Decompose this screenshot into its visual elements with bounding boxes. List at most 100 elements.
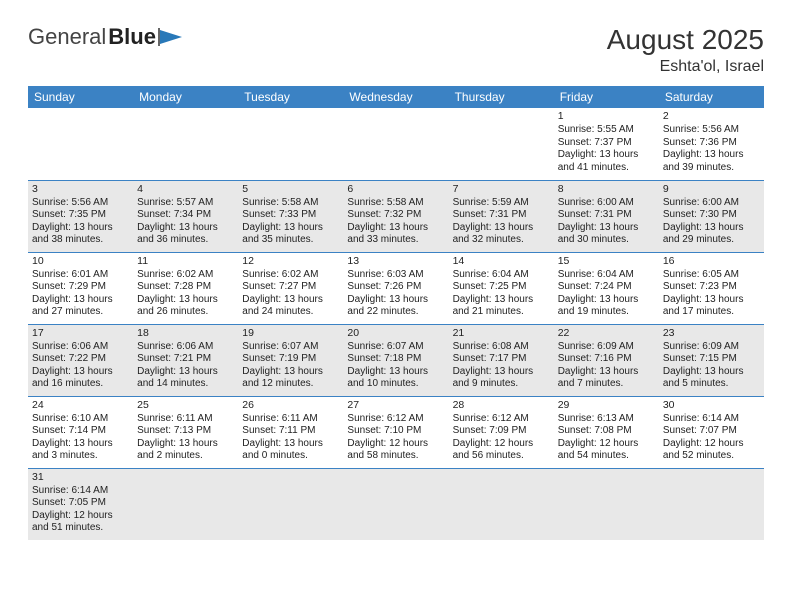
day-number: 12 <box>242 255 339 268</box>
sunrise-text: Sunrise: 6:14 AM <box>32 485 129 498</box>
dow-header: Saturday <box>659 86 764 108</box>
sunset-text: Sunset: 7:16 PM <box>558 353 655 366</box>
daylight-text: Daylight: 13 hours and 33 minutes. <box>347 222 444 247</box>
daylight-text: Daylight: 13 hours and 12 minutes. <box>242 366 339 391</box>
daylight-text: Daylight: 13 hours and 35 minutes. <box>242 222 339 247</box>
sunrise-text: Sunrise: 6:02 AM <box>242 269 339 282</box>
calendar-cell: 25Sunrise: 6:11 AMSunset: 7:13 PMDayligh… <box>133 396 238 468</box>
day-number: 8 <box>558 183 655 196</box>
sunrise-text: Sunrise: 5:56 AM <box>32 197 129 210</box>
day-number: 7 <box>453 183 550 196</box>
calendar-cell: 19Sunrise: 6:07 AMSunset: 7:19 PMDayligh… <box>238 324 343 396</box>
sunrise-text: Sunrise: 6:10 AM <box>32 413 129 426</box>
day-number: 21 <box>453 327 550 340</box>
day-number: 26 <box>242 399 339 412</box>
calendar-cell <box>28 108 133 180</box>
calendar-cell: 13Sunrise: 6:03 AMSunset: 7:26 PMDayligh… <box>343 252 448 324</box>
sunset-text: Sunset: 7:08 PM <box>558 425 655 438</box>
sunset-text: Sunset: 7:07 PM <box>663 425 760 438</box>
calendar-cell: 30Sunrise: 6:14 AMSunset: 7:07 PMDayligh… <box>659 396 764 468</box>
sunset-text: Sunset: 7:22 PM <box>32 353 129 366</box>
sunset-text: Sunset: 7:26 PM <box>347 281 444 294</box>
day-number: 2 <box>663 110 760 123</box>
calendar-cell: 10Sunrise: 6:01 AMSunset: 7:29 PMDayligh… <box>28 252 133 324</box>
sunset-text: Sunset: 7:17 PM <box>453 353 550 366</box>
calendar-cell: 31Sunrise: 6:14 AMSunset: 7:05 PMDayligh… <box>28 468 133 540</box>
daylight-text: Daylight: 12 hours and 51 minutes. <box>32 510 129 535</box>
sunset-text: Sunset: 7:13 PM <box>137 425 234 438</box>
daylight-text: Daylight: 13 hours and 36 minutes. <box>137 222 234 247</box>
sunrise-text: Sunrise: 6:12 AM <box>453 413 550 426</box>
sunset-text: Sunset: 7:34 PM <box>137 209 234 222</box>
daylight-text: Daylight: 13 hours and 41 minutes. <box>558 149 655 174</box>
day-number: 15 <box>558 255 655 268</box>
sunrise-text: Sunrise: 6:05 AM <box>663 269 760 282</box>
sunset-text: Sunset: 7:35 PM <box>32 209 129 222</box>
sunset-text: Sunset: 7:10 PM <box>347 425 444 438</box>
daylight-text: Daylight: 12 hours and 54 minutes. <box>558 438 655 463</box>
sunrise-text: Sunrise: 6:01 AM <box>32 269 129 282</box>
daylight-text: Daylight: 13 hours and 14 minutes. <box>137 366 234 391</box>
dow-header: Wednesday <box>343 86 448 108</box>
sunset-text: Sunset: 7:27 PM <box>242 281 339 294</box>
calendar-cell: 11Sunrise: 6:02 AMSunset: 7:28 PMDayligh… <box>133 252 238 324</box>
sunrise-text: Sunrise: 6:02 AM <box>137 269 234 282</box>
daylight-text: Daylight: 13 hours and 16 minutes. <box>32 366 129 391</box>
calendar-cell: 23Sunrise: 6:09 AMSunset: 7:15 PMDayligh… <box>659 324 764 396</box>
day-number: 20 <box>347 327 444 340</box>
day-number: 25 <box>137 399 234 412</box>
calendar-table: SundayMondayTuesdayWednesdayThursdayFrid… <box>28 86 764 540</box>
dow-header: Sunday <box>28 86 133 108</box>
calendar-cell <box>238 468 343 540</box>
sunset-text: Sunset: 7:32 PM <box>347 209 444 222</box>
daylight-text: Daylight: 13 hours and 27 minutes. <box>32 294 129 319</box>
calendar-cell: 5Sunrise: 5:58 AMSunset: 7:33 PMDaylight… <box>238 180 343 252</box>
sunrise-text: Sunrise: 6:11 AM <box>242 413 339 426</box>
sunrise-text: Sunrise: 6:04 AM <box>558 269 655 282</box>
dow-header: Friday <box>554 86 659 108</box>
day-number: 29 <box>558 399 655 412</box>
sunset-text: Sunset: 7:30 PM <box>663 209 760 222</box>
day-number: 22 <box>558 327 655 340</box>
day-number: 4 <box>137 183 234 196</box>
sunset-text: Sunset: 7:05 PM <box>32 497 129 510</box>
sunrise-text: Sunrise: 6:13 AM <box>558 413 655 426</box>
calendar-cell <box>449 108 554 180</box>
day-number: 24 <box>32 399 129 412</box>
calendar-cell: 7Sunrise: 5:59 AMSunset: 7:31 PMDaylight… <box>449 180 554 252</box>
logo: GeneralBlue <box>28 24 186 50</box>
daylight-text: Daylight: 13 hours and 19 minutes. <box>558 294 655 319</box>
logo-flag-icon <box>158 28 186 46</box>
sunset-text: Sunset: 7:18 PM <box>347 353 444 366</box>
sunrise-text: Sunrise: 5:57 AM <box>137 197 234 210</box>
daylight-text: Daylight: 13 hours and 24 minutes. <box>242 294 339 319</box>
sunrise-text: Sunrise: 6:12 AM <box>347 413 444 426</box>
day-number: 5 <box>242 183 339 196</box>
sunset-text: Sunset: 7:09 PM <box>453 425 550 438</box>
daylight-text: Daylight: 13 hours and 0 minutes. <box>242 438 339 463</box>
daylight-text: Daylight: 13 hours and 39 minutes. <box>663 149 760 174</box>
calendar-cell <box>133 468 238 540</box>
calendar-cell: 29Sunrise: 6:13 AMSunset: 7:08 PMDayligh… <box>554 396 659 468</box>
daylight-text: Daylight: 13 hours and 26 minutes. <box>137 294 234 319</box>
calendar-cell: 24Sunrise: 6:10 AMSunset: 7:14 PMDayligh… <box>28 396 133 468</box>
sunrise-text: Sunrise: 5:55 AM <box>558 124 655 137</box>
sunrise-text: Sunrise: 6:09 AM <box>663 341 760 354</box>
day-number: 18 <box>137 327 234 340</box>
day-number: 19 <box>242 327 339 340</box>
calendar-cell <box>343 108 448 180</box>
day-number: 30 <box>663 399 760 412</box>
sunset-text: Sunset: 7:37 PM <box>558 137 655 150</box>
sunrise-text: Sunrise: 5:59 AM <box>453 197 550 210</box>
daylight-text: Daylight: 13 hours and 2 minutes. <box>137 438 234 463</box>
calendar-cell <box>659 468 764 540</box>
sunset-text: Sunset: 7:36 PM <box>663 137 760 150</box>
sunset-text: Sunset: 7:24 PM <box>558 281 655 294</box>
calendar-cell: 12Sunrise: 6:02 AMSunset: 7:27 PMDayligh… <box>238 252 343 324</box>
day-number: 27 <box>347 399 444 412</box>
day-number: 23 <box>663 327 760 340</box>
sunrise-text: Sunrise: 6:06 AM <box>32 341 129 354</box>
daylight-text: Daylight: 13 hours and 9 minutes. <box>453 366 550 391</box>
sunrise-text: Sunrise: 6:00 AM <box>663 197 760 210</box>
sunset-text: Sunset: 7:25 PM <box>453 281 550 294</box>
